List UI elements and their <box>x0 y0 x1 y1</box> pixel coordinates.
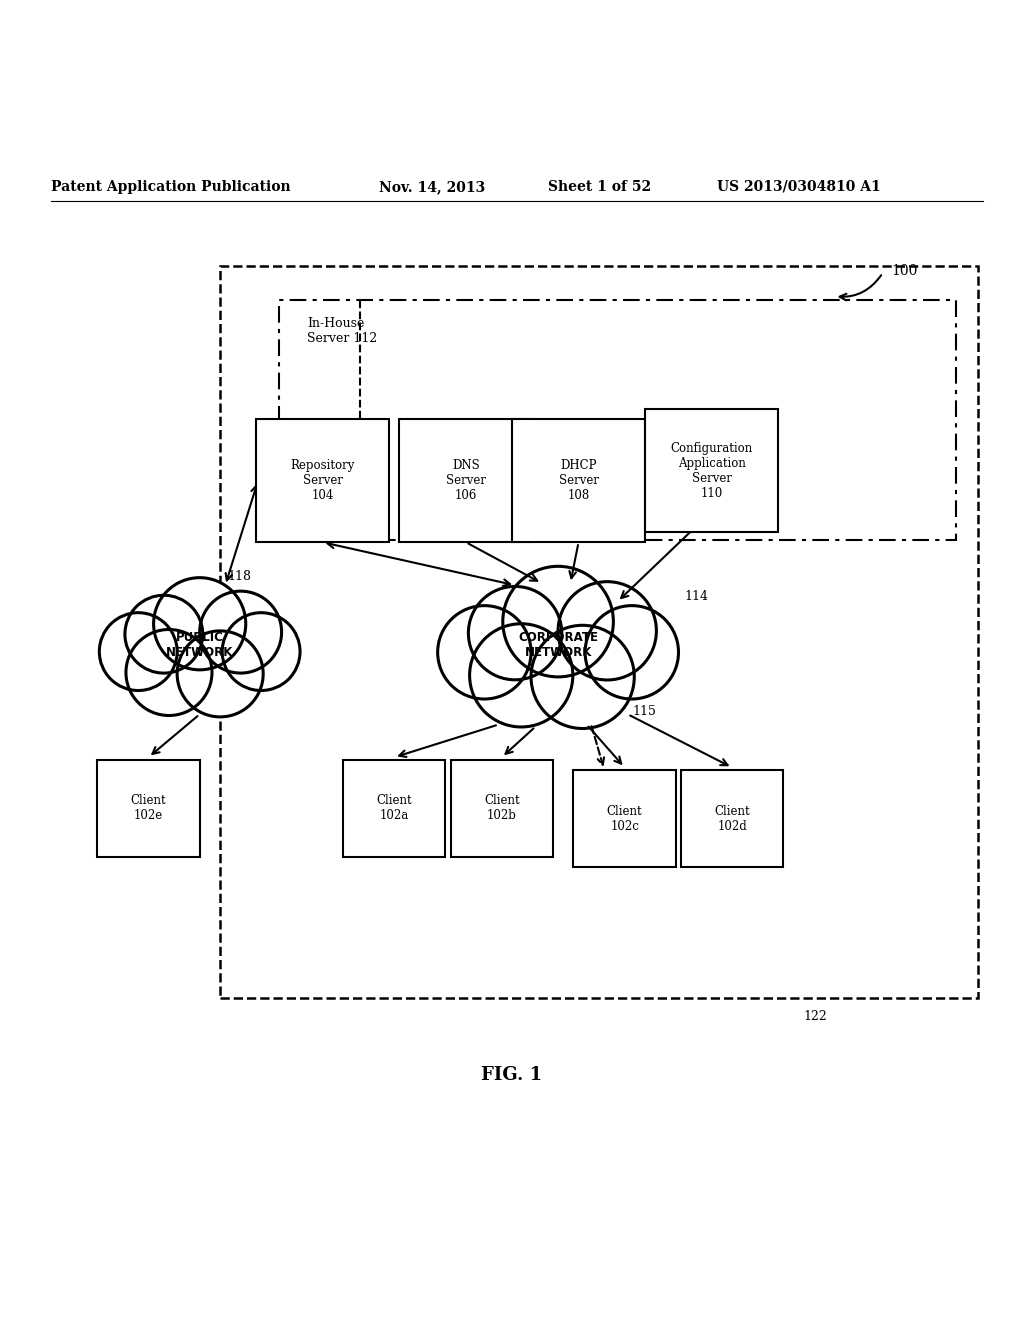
Circle shape <box>437 606 531 700</box>
Circle shape <box>200 591 282 673</box>
FancyBboxPatch shape <box>220 265 978 998</box>
Text: Configuration
Application
Server
110: Configuration Application Server 110 <box>671 442 753 499</box>
FancyBboxPatch shape <box>512 420 645 543</box>
Text: Client
102c: Client 102c <box>607 805 642 833</box>
Text: Client
102d: Client 102d <box>715 805 750 833</box>
Text: Nov. 14, 2013: Nov. 14, 2013 <box>379 180 485 194</box>
Circle shape <box>558 582 656 680</box>
FancyBboxPatch shape <box>256 420 389 543</box>
Circle shape <box>503 566 613 677</box>
Circle shape <box>99 612 177 690</box>
Circle shape <box>177 631 263 717</box>
Circle shape <box>470 624 572 727</box>
Circle shape <box>531 626 634 729</box>
Text: 100: 100 <box>891 264 918 279</box>
FancyBboxPatch shape <box>279 300 956 540</box>
Text: PUBLIC
NETWORK: PUBLIC NETWORK <box>166 631 233 659</box>
Text: Client
102e: Client 102e <box>131 795 166 822</box>
Circle shape <box>154 578 246 669</box>
FancyBboxPatch shape <box>451 760 553 857</box>
Circle shape <box>468 586 562 680</box>
Text: In-House
Server 112: In-House Server 112 <box>307 317 378 345</box>
Text: Patent Application Publication: Patent Application Publication <box>51 180 291 194</box>
Text: 114: 114 <box>684 590 708 603</box>
Text: 118: 118 <box>227 569 251 582</box>
FancyBboxPatch shape <box>573 770 676 867</box>
Text: Client
102a: Client 102a <box>377 795 412 822</box>
FancyBboxPatch shape <box>399 420 532 543</box>
Text: FIG. 1: FIG. 1 <box>481 1065 543 1084</box>
FancyBboxPatch shape <box>343 760 445 857</box>
Text: DNS
Server
106: DNS Server 106 <box>445 459 486 503</box>
Text: 115: 115 <box>633 705 656 718</box>
FancyBboxPatch shape <box>645 409 778 532</box>
Circle shape <box>126 630 212 715</box>
FancyBboxPatch shape <box>681 770 783 867</box>
Circle shape <box>222 612 300 690</box>
Text: Sheet 1 of 52: Sheet 1 of 52 <box>548 180 651 194</box>
Text: DHCP
Server
108: DHCP Server 108 <box>558 459 599 503</box>
FancyBboxPatch shape <box>97 760 200 857</box>
Text: 122: 122 <box>804 1010 827 1023</box>
Circle shape <box>585 606 679 700</box>
Text: CORPORATE
NETWORK: CORPORATE NETWORK <box>518 631 598 659</box>
Text: US 2013/0304810 A1: US 2013/0304810 A1 <box>717 180 881 194</box>
Text: Repository
Server
104: Repository Server 104 <box>291 459 354 503</box>
Circle shape <box>125 595 203 673</box>
Text: Client
102b: Client 102b <box>484 795 519 822</box>
